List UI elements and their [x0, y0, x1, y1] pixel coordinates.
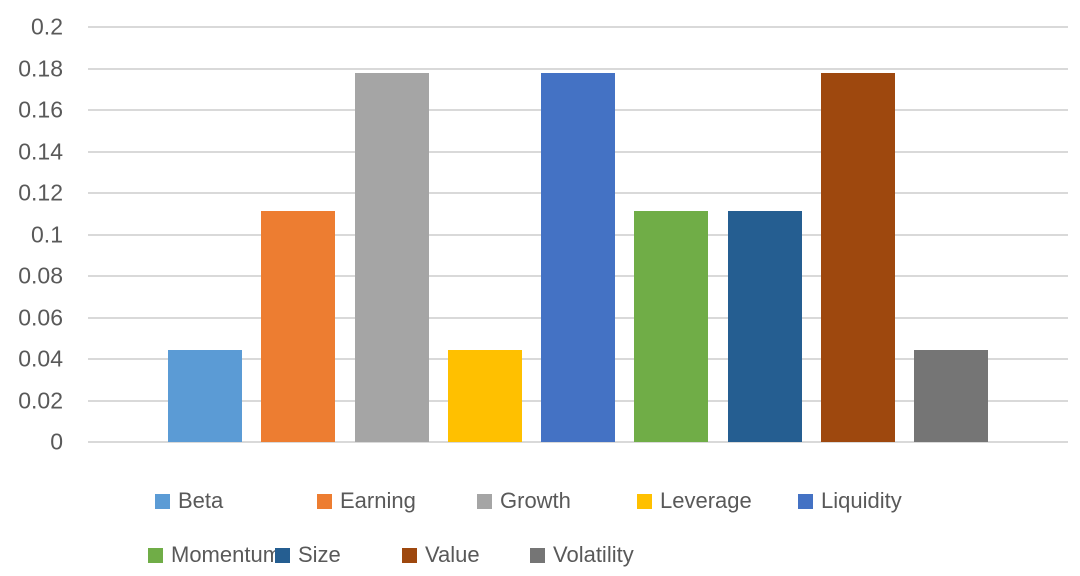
legend-label: Earning: [340, 488, 416, 513]
y-axis-tick-label: 0.2: [31, 13, 63, 40]
bar-leverage: [447, 349, 522, 442]
y-axis-tick-label: 0.06: [18, 304, 63, 330]
y-axis-tick-label: 0.08: [18, 262, 63, 289]
legend-swatch-beta: [155, 493, 170, 509]
legend-label: Beta: [178, 488, 224, 513]
legend-label: Value: [425, 542, 480, 567]
y-axis-tick-label: 0.1: [31, 221, 63, 247]
legend-swatch-value: [402, 547, 417, 563]
y-axis-tick-label: 0.14: [18, 138, 63, 164]
legend-label: Leverage: [660, 488, 752, 513]
legend-item-growth: Growth: [477, 488, 571, 513]
bar-size: [727, 211, 802, 442]
legend-item-momentum: Momentum: [148, 542, 282, 567]
y-axis-tick-label: 0.04: [18, 345, 63, 372]
legend-label: Size: [298, 542, 341, 567]
legend-swatch-growth: [477, 493, 492, 509]
gridline-0: [88, 441, 1068, 443]
legend-swatch-momentum: [148, 547, 163, 563]
plot-area: [88, 26, 1068, 443]
y-axis-tick-label: 0.02: [18, 387, 63, 413]
bar-volatility: [914, 349, 988, 442]
legend-swatch-earning: [317, 493, 332, 509]
y-axis-tick-label: 0.16: [18, 96, 63, 123]
legend-item-value: Value: [402, 542, 480, 567]
y-axis: 0 0.02 0.04 0.06 0.08 0.1 0.12 0.14 0.16 0.18 0.2: [0, 0, 63, 470]
legend-swatch-size: [275, 547, 290, 563]
legend-item-beta: Beta: [155, 488, 224, 513]
bar-earning: [261, 211, 336, 442]
legend-item-liquidity: Liquidity: [798, 488, 902, 513]
bar-liquidity: [541, 73, 615, 442]
bar-growth: [354, 73, 429, 442]
legend-item-size: Size: [275, 542, 341, 567]
legend-label: Growth: [500, 488, 571, 513]
y-axis-tick-label: 0.12: [18, 179, 63, 206]
legend-swatch-volatility: [530, 547, 545, 563]
legend-swatch-liquidity: [798, 493, 813, 509]
gridline-0.2: [88, 26, 1068, 28]
legend-label: Volatility: [553, 542, 634, 567]
bar-value: [820, 73, 895, 442]
legend-item-volatility: Volatility: [530, 542, 634, 567]
legend-item-earning: Earning: [317, 488, 416, 513]
legend-swatch-leverage: [637, 493, 652, 509]
gridline-0.18: [88, 67, 1068, 70]
bar-beta: [168, 349, 242, 442]
legend-label: Liquidity: [821, 488, 902, 513]
legend-label: Momentum: [171, 542, 282, 567]
y-axis-tick-label: 0.18: [18, 55, 63, 81]
legend-item-leverage: Leverage: [637, 488, 752, 513]
y-axis-tick-label: 0: [50, 428, 63, 455]
bar-momentum: [634, 211, 709, 442]
